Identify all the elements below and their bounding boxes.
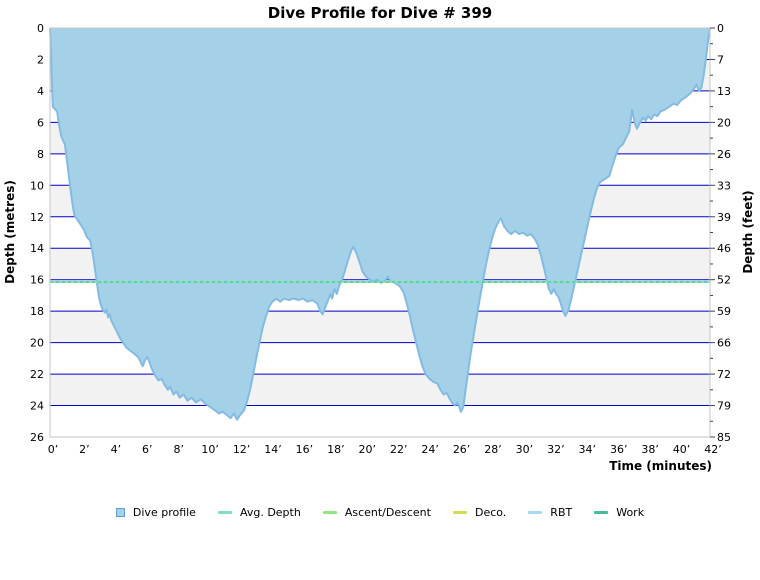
chart-title: Dive Profile for Dive # 399 [267,4,493,22]
legend-item: RBT [528,506,572,519]
y-axis-label-metres: Depth (metres) [3,180,17,284]
x-axis-label-time: Time (minutes) [609,459,712,473]
y2-axis-tick-label: 72 [717,368,731,381]
y2-axis-tick-label: 33 [717,179,731,192]
x-axis-tick-label: 32’ [547,443,565,456]
x-axis-tick-label: 8’ [173,443,184,456]
x-axis-tick-label: 26’ [453,443,471,456]
y2-axis-tick-label: 79 [717,400,731,413]
x-axis-tick-label: 20’ [359,443,377,456]
y2-axis-tick-label: 39 [717,211,731,224]
x-axis-tick-label: 42’ [704,443,722,456]
y2-axis-tick-label: 66 [717,337,731,350]
x-axis-tick-label: 14’ [264,443,282,456]
depth-band [50,405,710,437]
legend-item-label: RBT [550,505,573,519]
y-axis-label-feet: Depth (feet) [741,190,755,274]
legend-item-label: Avg. Depth [239,505,301,519]
legend-item: Dive profile [115,505,196,519]
y2-axis-tick-label: 85 [717,431,731,444]
legend-square-marker [115,507,125,517]
y-axis-tick-label: 6 [37,116,44,129]
legend-item: Work [594,506,644,519]
legend-line-marker [452,510,467,514]
depth-band [50,374,710,406]
x-axis-tick-label: 0’ [48,443,59,456]
y2-axis-tick-label: 26 [717,148,731,161]
dive-profile-line [49,27,711,421]
legend-item-label: Deco. [474,505,507,519]
legend-item-label: Dive profile [132,505,196,519]
y-axis-tick-label: 2 [37,53,44,66]
y-axis-tick-label: 4 [37,85,44,98]
y2-axis-tick-label: 0 [717,22,724,35]
x-axis-tick-label: 40’ [673,443,691,456]
legend-line-marker [322,510,337,514]
legend-item: Deco. [452,505,507,519]
x-axis-tick-label: 2’ [79,443,90,456]
x-axis-tick-label: 22’ [390,443,408,456]
y-axis-tick-label: 8 [37,148,44,161]
legend-line-marker [217,510,232,514]
y2-axis-tick-label: 7 [717,53,724,66]
x-axis-tick-label: 38’ [641,443,659,456]
y-axis-tick-label: 20 [30,337,44,350]
x-axis-tick-label: 34’ [579,443,597,456]
legend-item-label: Work [616,505,645,519]
chart-legend: Dive profile Avg. Depth Ascent/Descent Deco… [0,503,760,521]
x-axis-tick-label: 28’ [484,443,502,456]
y2-axis-tick-label: 52 [717,274,731,287]
x-axis-tick-label: 6’ [142,443,153,456]
dive-profile-chart: 0246810121416182022242607132026333946525… [30,22,731,456]
x-axis-tick-label: 30’ [516,443,534,456]
x-axis-tick-label: 36’ [610,443,628,456]
x-axis-tick-label: 12’ [233,443,251,456]
legend-item: Ascent/Descent [322,505,431,519]
legend-line-marker [528,510,543,514]
y-axis-tick-label: 18 [30,305,44,318]
y2-axis-tick-label: 59 [717,305,731,318]
y2-axis-tick-label: 13 [717,85,731,98]
y-axis-tick-label: 24 [30,400,44,413]
y-axis-tick-label: 22 [30,368,44,381]
y-axis-tick-label: 0 [37,22,44,35]
y2-axis-tick-label: 46 [717,242,731,255]
x-axis-tick-label: 10’ [201,443,219,456]
legend-item: Avg. Depth [217,505,301,519]
y-axis-tick-label: 26 [30,431,44,444]
dive-profile-area [50,28,710,420]
legend-item-label: Ascent/Descent [344,505,431,519]
x-axis-tick-label: 4’ [111,443,122,456]
x-axis-tick-label: 16’ [296,443,314,456]
y-axis-tick-label: 10 [30,179,44,192]
x-axis-tick-label: 18’ [327,443,345,456]
y-axis-tick-label: 12 [30,211,44,224]
y-axis-tick-label: 16 [30,274,44,287]
x-axis-tick-label: 24’ [421,443,439,456]
legend-line-marker [594,510,609,514]
y-axis-tick-label: 14 [30,242,44,255]
y2-axis-tick-label: 20 [717,116,731,129]
